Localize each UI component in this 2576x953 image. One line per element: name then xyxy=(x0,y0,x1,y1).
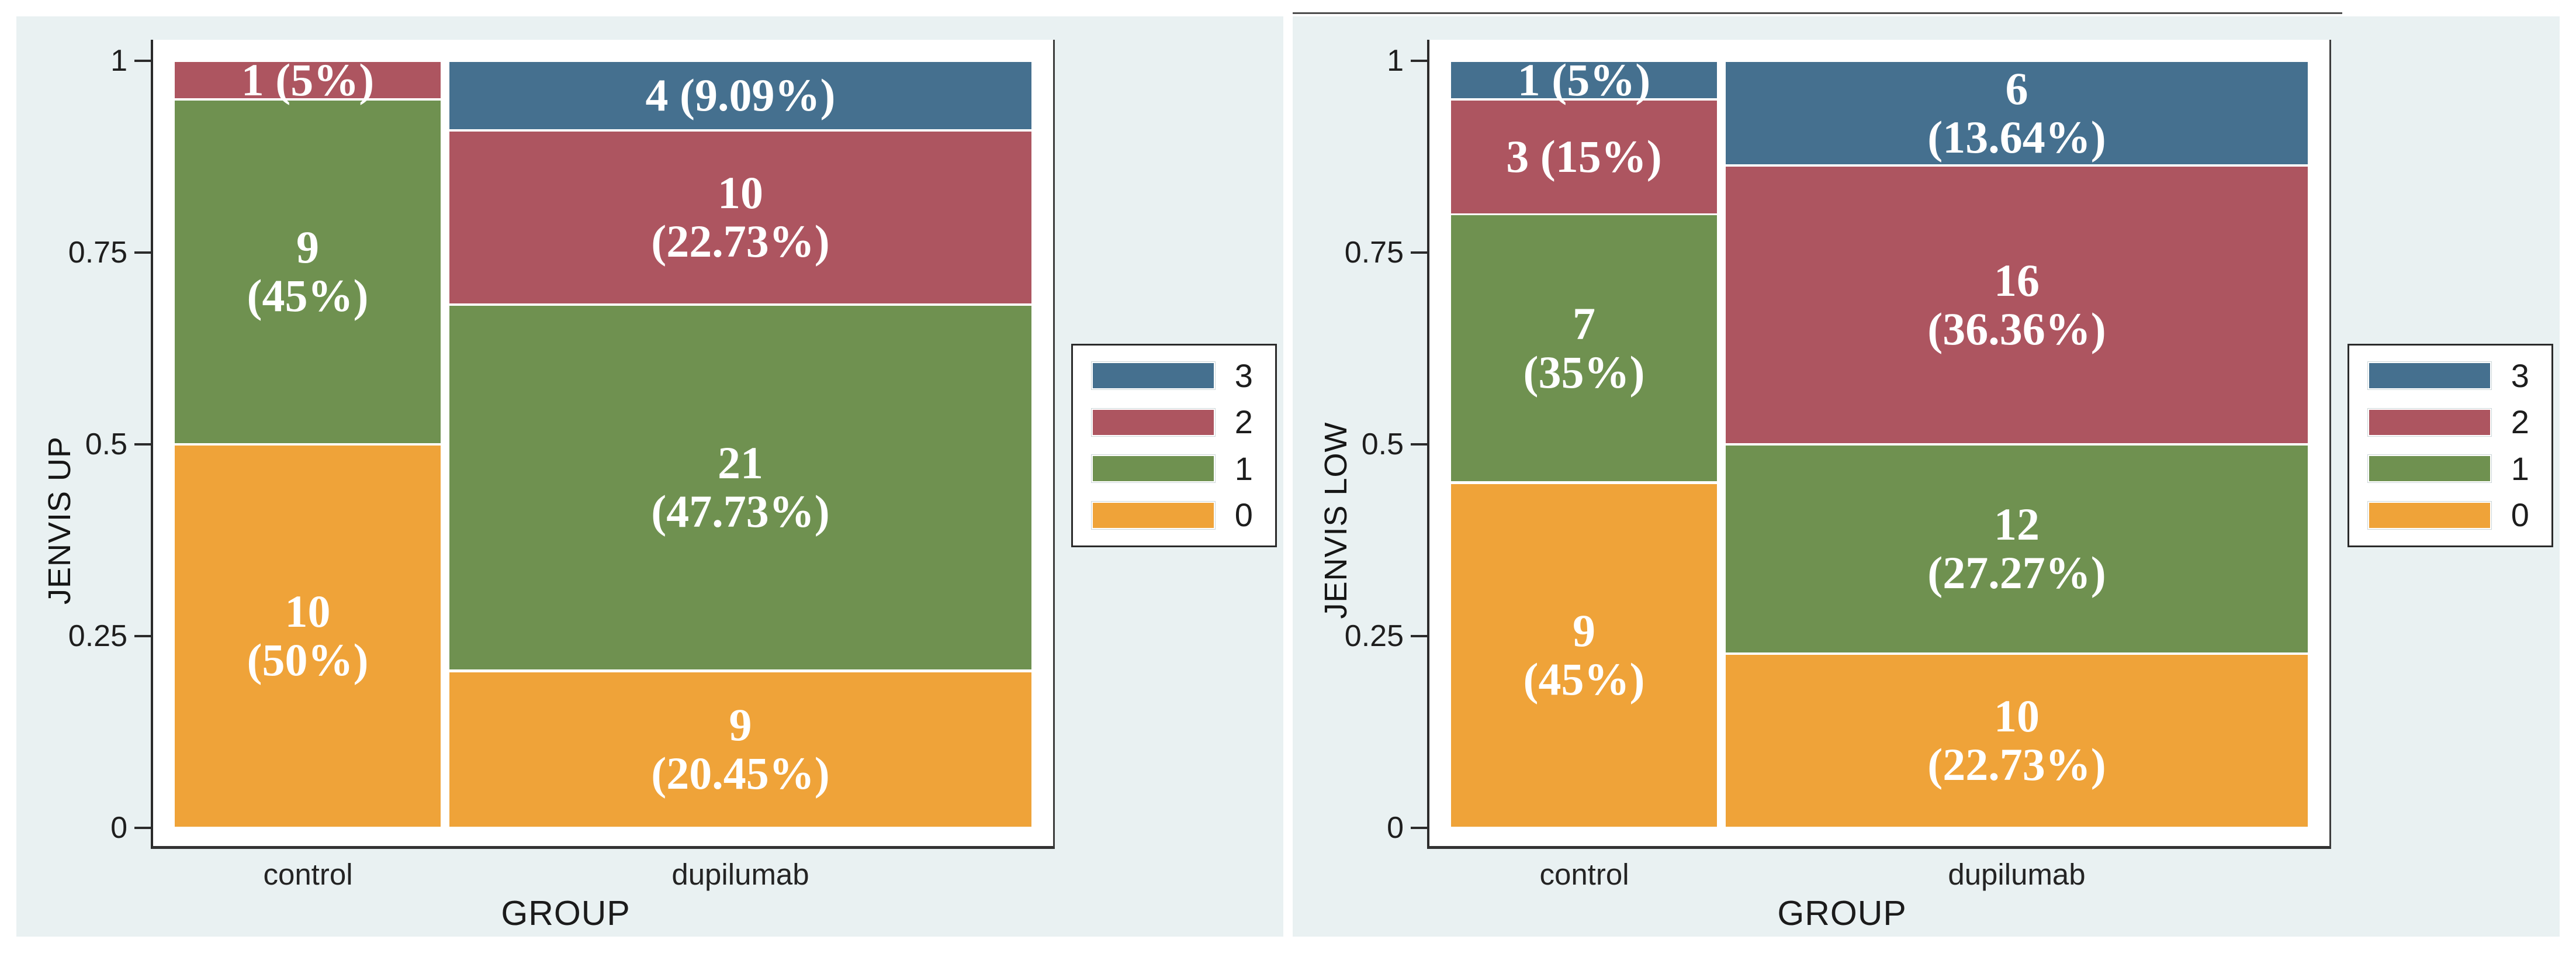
y-axis-tick-label: 0.5 xyxy=(85,427,127,461)
y-axis-tick xyxy=(134,635,151,637)
bar-column-dupilumab: 4 (9.09%) 10 (22.73%) 21 (47.73%) 9 (20.45%) xyxy=(448,61,1033,828)
x-axis-title: GROUP xyxy=(501,894,631,933)
bar-segment-level-1: 9 (45%) xyxy=(174,99,442,444)
bar-segment-level-1: 12 (27.27%) xyxy=(1725,444,2309,654)
legend-swatch-level-0 xyxy=(2368,501,2491,529)
legend-value-label: 0 xyxy=(1234,496,1253,534)
legend-value-label: 3 xyxy=(2511,357,2529,394)
legend-box: 3 2 1 0 xyxy=(2348,344,2553,547)
legend-swatch-level-1 xyxy=(2368,455,2491,483)
bar-segment-level-2: 16 (36.36%) xyxy=(1725,165,2309,444)
y-axis-tick xyxy=(1411,635,1428,637)
bar-segment-label: 10 (50%) xyxy=(247,586,369,685)
y-axis-tick xyxy=(134,443,151,446)
legend-swatch-level-2 xyxy=(1092,408,1215,436)
legend-item: 3 xyxy=(1092,357,1275,394)
x-category-label-control: control xyxy=(1539,858,1629,891)
y-axis-tick-label: 0 xyxy=(1387,811,1404,845)
legend-value-label: 1 xyxy=(2511,450,2529,487)
x-category-label-dupilumab: dupilumab xyxy=(1948,858,2086,891)
bar-segment-label: 4 (9.09%) xyxy=(645,70,836,121)
y-axis-tick-label: 0 xyxy=(110,811,127,845)
chart-panel-jenvis-low: 1 0.75 0.5 0.25 0 JENVIS LOW 1 (5%) 3 (15… xyxy=(1293,16,2560,937)
bar-segment-label: 7 (35%) xyxy=(1523,298,1645,398)
y-axis-tick xyxy=(1411,443,1428,446)
y-axis-tick-label: 1 xyxy=(1387,44,1404,78)
bar-segment-label: 16 (36.36%) xyxy=(1927,254,2106,354)
bar-segment-level-1: 21 (47.73%) xyxy=(448,305,1033,671)
bar-segment-label: 6 (13.64%) xyxy=(1927,63,2106,163)
y-axis-tick-label: 0.25 xyxy=(68,619,127,653)
bar-segment-label: 9 (45%) xyxy=(1523,605,1645,705)
bar-segment-level-0: 9 (20.45%) xyxy=(448,671,1033,828)
legend-item: 3 xyxy=(2368,357,2551,394)
y-axis-tick xyxy=(1411,251,1428,254)
legend-value-label: 2 xyxy=(2511,403,2529,441)
bar-column-control: 1 (5%) 3 (15%) 7 (35%) 9 (45%) xyxy=(1450,56,1718,828)
legend-item: 0 xyxy=(1092,499,1275,531)
y-axis-tick xyxy=(1411,60,1428,62)
legend-swatch-level-0 xyxy=(1092,501,1215,529)
legend-item: 0 xyxy=(2368,499,2551,531)
bar-column-control: 1 (5%) 9 (45%) 10 (50%) xyxy=(174,56,442,828)
bars-area: 1 (5%) 9 (45%) 10 (50%) 4 (9.09%) 10 (22.73%) 21… xyxy=(16,16,1283,937)
bar-segment-label: 9 (20.45%) xyxy=(651,699,830,799)
legend-swatch-level-3 xyxy=(1092,362,1215,390)
bar-segment-level-2: 3 (15%) xyxy=(1450,99,1718,215)
legend-swatch-level-3 xyxy=(2368,362,2491,390)
bar-segment-level-3: 6 (13.64%) xyxy=(1725,61,2309,165)
horizontal-rule xyxy=(1293,12,2342,14)
y-axis-tick-label: 0.25 xyxy=(1344,619,1404,653)
bar-segment-label: 9 (45%) xyxy=(247,222,369,321)
bar-segment-level-0: 10 (22.73%) xyxy=(1725,654,2309,828)
bar-segment-label: 10 (22.73%) xyxy=(651,167,830,267)
legend-box: 3 2 1 0 xyxy=(1071,344,1277,547)
legend-item: 2 xyxy=(1092,406,1275,438)
legend-swatch-level-1 xyxy=(1092,455,1215,483)
legend-item: 1 xyxy=(2368,450,2551,487)
y-axis-tick xyxy=(1411,827,1428,829)
y-axis-tick xyxy=(134,60,151,62)
legend-value-label: 3 xyxy=(1234,357,1253,394)
bar-segment-label: 12 (27.27%) xyxy=(1927,499,2106,598)
bar-segment-level-2: 10 (22.73%) xyxy=(448,130,1033,305)
legend-item: 1 xyxy=(1092,450,1275,487)
legend-item: 2 xyxy=(2368,406,2551,438)
legend-value-label: 1 xyxy=(1234,450,1253,487)
bar-segment-level-2: 1 (5%) xyxy=(174,56,442,103)
legend-value-label: 2 xyxy=(1234,403,1253,441)
y-axis-tick xyxy=(134,251,151,254)
y-axis-tick xyxy=(134,827,151,829)
bar-segment-level-3: 4 (9.09%) xyxy=(448,61,1033,130)
x-axis-title: GROUP xyxy=(1777,894,1907,933)
legend-swatch-level-2 xyxy=(2368,408,2491,436)
bars-area: 1 (5%) 3 (15%) 7 (35%) 9 (45%) 6 (13.64%) 16 (36.… xyxy=(1293,16,2560,937)
legend-value-label: 0 xyxy=(2511,496,2529,534)
bar-segment-label: 1 (5%) xyxy=(1517,54,1651,105)
bar-segment-level-3: 1 (5%) xyxy=(1450,56,1718,103)
bar-segment-level-1: 7 (35%) xyxy=(1450,214,1718,482)
x-category-label-dupilumab: dupilumab xyxy=(671,858,809,891)
bar-segment-label: 21 (47.73%) xyxy=(651,437,830,537)
bar-segment-label: 3 (15%) xyxy=(1506,131,1662,182)
y-axis-tick-label: 0.5 xyxy=(1361,427,1404,461)
bar-segment-label: 10 (22.73%) xyxy=(1927,690,2106,790)
y-axis-tick-label: 0.75 xyxy=(1344,236,1404,270)
bar-segment-level-0: 9 (45%) xyxy=(1450,483,1718,828)
y-axis-tick-label: 1 xyxy=(110,44,127,78)
bar-segment-label: 1 (5%) xyxy=(241,54,375,105)
x-category-label-control: control xyxy=(263,858,353,891)
bar-segment-level-0: 10 (50%) xyxy=(174,444,442,828)
bar-column-dupilumab: 6 (13.64%) 16 (36.36%) 12 (27.27%) 10 (22.73%) xyxy=(1725,61,2309,828)
y-axis-tick-label: 0.75 xyxy=(68,236,127,270)
chart-panel-jenvis-up: 1 0.75 0.5 0.25 0 JENVIS UP 1 (5%) 9 (45%)… xyxy=(16,16,1283,937)
